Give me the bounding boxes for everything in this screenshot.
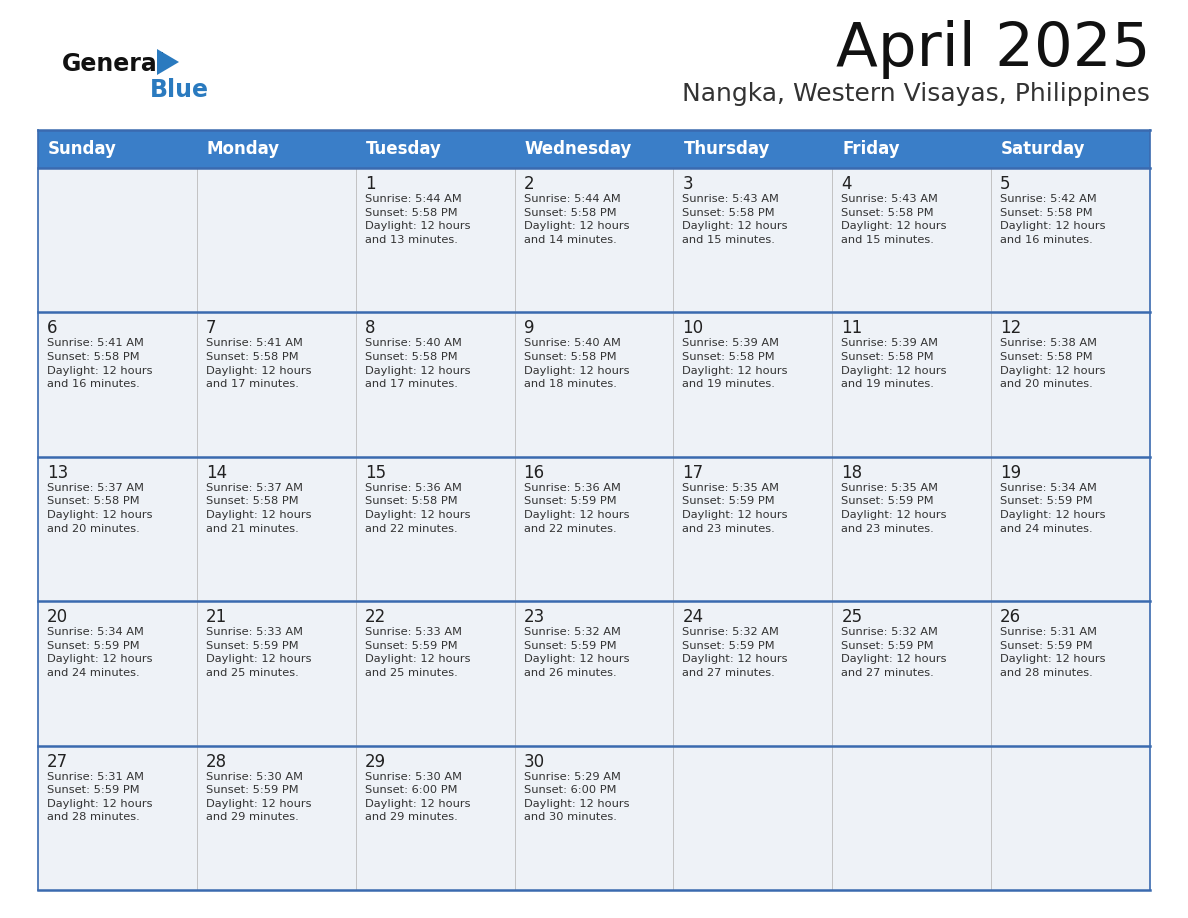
Text: Sunrise: 5:37 AM
Sunset: 5:58 PM
Daylight: 12 hours
and 20 minutes.: Sunrise: 5:37 AM Sunset: 5:58 PM Dayligh… <box>48 483 152 533</box>
Text: Friday: Friday <box>842 140 901 158</box>
Text: Sunrise: 5:29 AM
Sunset: 6:00 PM
Daylight: 12 hours
and 30 minutes.: Sunrise: 5:29 AM Sunset: 6:00 PM Dayligh… <box>524 772 630 823</box>
Text: 9: 9 <box>524 319 535 338</box>
Text: Tuesday: Tuesday <box>366 140 442 158</box>
Text: Sunrise: 5:31 AM
Sunset: 5:59 PM
Daylight: 12 hours
and 28 minutes.: Sunrise: 5:31 AM Sunset: 5:59 PM Dayligh… <box>1000 627 1106 678</box>
Text: Sunrise: 5:39 AM
Sunset: 5:58 PM
Daylight: 12 hours
and 19 minutes.: Sunrise: 5:39 AM Sunset: 5:58 PM Dayligh… <box>841 339 947 389</box>
Text: 30: 30 <box>524 753 544 770</box>
Text: 6: 6 <box>48 319 57 338</box>
Text: 19: 19 <box>1000 464 1022 482</box>
Text: Saturday: Saturday <box>1001 140 1086 158</box>
Text: Monday: Monday <box>207 140 280 158</box>
Text: 8: 8 <box>365 319 375 338</box>
Bar <box>38 312 1150 457</box>
Text: 15: 15 <box>365 464 386 482</box>
Text: Sunrise: 5:43 AM
Sunset: 5:58 PM
Daylight: 12 hours
and 15 minutes.: Sunrise: 5:43 AM Sunset: 5:58 PM Dayligh… <box>682 194 788 245</box>
Text: 25: 25 <box>841 609 862 626</box>
Text: 23: 23 <box>524 609 545 626</box>
Text: Sunrise: 5:40 AM
Sunset: 5:58 PM
Daylight: 12 hours
and 18 minutes.: Sunrise: 5:40 AM Sunset: 5:58 PM Dayligh… <box>524 339 630 389</box>
Bar <box>38 130 1150 168</box>
Text: Sunday: Sunday <box>48 140 116 158</box>
Text: 20: 20 <box>48 609 68 626</box>
Text: Sunrise: 5:32 AM
Sunset: 5:59 PM
Daylight: 12 hours
and 27 minutes.: Sunrise: 5:32 AM Sunset: 5:59 PM Dayligh… <box>682 627 788 678</box>
Text: 10: 10 <box>682 319 703 338</box>
Text: Sunrise: 5:43 AM
Sunset: 5:58 PM
Daylight: 12 hours
and 15 minutes.: Sunrise: 5:43 AM Sunset: 5:58 PM Dayligh… <box>841 194 947 245</box>
Text: 4: 4 <box>841 175 852 193</box>
Text: Sunrise: 5:41 AM
Sunset: 5:58 PM
Daylight: 12 hours
and 16 minutes.: Sunrise: 5:41 AM Sunset: 5:58 PM Dayligh… <box>48 339 152 389</box>
Text: Sunrise: 5:42 AM
Sunset: 5:58 PM
Daylight: 12 hours
and 16 minutes.: Sunrise: 5:42 AM Sunset: 5:58 PM Dayligh… <box>1000 194 1106 245</box>
Text: General: General <box>62 52 166 76</box>
Text: 27: 27 <box>48 753 68 770</box>
Text: 18: 18 <box>841 464 862 482</box>
Text: Sunrise: 5:41 AM
Sunset: 5:58 PM
Daylight: 12 hours
and 17 minutes.: Sunrise: 5:41 AM Sunset: 5:58 PM Dayligh… <box>206 339 311 389</box>
Text: Sunrise: 5:39 AM
Sunset: 5:58 PM
Daylight: 12 hours
and 19 minutes.: Sunrise: 5:39 AM Sunset: 5:58 PM Dayligh… <box>682 339 788 389</box>
Text: Sunrise: 5:37 AM
Sunset: 5:58 PM
Daylight: 12 hours
and 21 minutes.: Sunrise: 5:37 AM Sunset: 5:58 PM Dayligh… <box>206 483 311 533</box>
Text: 2: 2 <box>524 175 535 193</box>
Text: Sunrise: 5:38 AM
Sunset: 5:58 PM
Daylight: 12 hours
and 20 minutes.: Sunrise: 5:38 AM Sunset: 5:58 PM Dayligh… <box>1000 339 1106 389</box>
Text: April 2025: April 2025 <box>835 20 1150 79</box>
Text: 12: 12 <box>1000 319 1022 338</box>
Text: Sunrise: 5:34 AM
Sunset: 5:59 PM
Daylight: 12 hours
and 24 minutes.: Sunrise: 5:34 AM Sunset: 5:59 PM Dayligh… <box>1000 483 1106 533</box>
Text: Sunrise: 5:44 AM
Sunset: 5:58 PM
Daylight: 12 hours
and 14 minutes.: Sunrise: 5:44 AM Sunset: 5:58 PM Dayligh… <box>524 194 630 245</box>
Text: Sunrise: 5:44 AM
Sunset: 5:58 PM
Daylight: 12 hours
and 13 minutes.: Sunrise: 5:44 AM Sunset: 5:58 PM Dayligh… <box>365 194 470 245</box>
Text: 14: 14 <box>206 464 227 482</box>
Polygon shape <box>157 49 179 75</box>
Text: 29: 29 <box>365 753 386 770</box>
Text: 16: 16 <box>524 464 544 482</box>
Text: Sunrise: 5:33 AM
Sunset: 5:59 PM
Daylight: 12 hours
and 25 minutes.: Sunrise: 5:33 AM Sunset: 5:59 PM Dayligh… <box>365 627 470 678</box>
Text: Sunrise: 5:36 AM
Sunset: 5:59 PM
Daylight: 12 hours
and 22 minutes.: Sunrise: 5:36 AM Sunset: 5:59 PM Dayligh… <box>524 483 630 533</box>
Text: Blue: Blue <box>150 78 209 102</box>
Text: 17: 17 <box>682 464 703 482</box>
Text: 26: 26 <box>1000 609 1022 626</box>
Text: 28: 28 <box>206 753 227 770</box>
Text: Sunrise: 5:32 AM
Sunset: 5:59 PM
Daylight: 12 hours
and 27 minutes.: Sunrise: 5:32 AM Sunset: 5:59 PM Dayligh… <box>841 627 947 678</box>
Text: 5: 5 <box>1000 175 1011 193</box>
Text: 13: 13 <box>48 464 68 482</box>
Text: Sunrise: 5:35 AM
Sunset: 5:59 PM
Daylight: 12 hours
and 23 minutes.: Sunrise: 5:35 AM Sunset: 5:59 PM Dayligh… <box>841 483 947 533</box>
Text: Nangka, Western Visayas, Philippines: Nangka, Western Visayas, Philippines <box>682 82 1150 106</box>
Text: 3: 3 <box>682 175 693 193</box>
Text: Sunrise: 5:30 AM
Sunset: 6:00 PM
Daylight: 12 hours
and 29 minutes.: Sunrise: 5:30 AM Sunset: 6:00 PM Dayligh… <box>365 772 470 823</box>
Bar <box>38 745 1150 890</box>
Text: Sunrise: 5:36 AM
Sunset: 5:58 PM
Daylight: 12 hours
and 22 minutes.: Sunrise: 5:36 AM Sunset: 5:58 PM Dayligh… <box>365 483 470 533</box>
Text: Wednesday: Wednesday <box>525 140 632 158</box>
Text: Sunrise: 5:34 AM
Sunset: 5:59 PM
Daylight: 12 hours
and 24 minutes.: Sunrise: 5:34 AM Sunset: 5:59 PM Dayligh… <box>48 627 152 678</box>
Text: Thursday: Thursday <box>683 140 770 158</box>
Bar <box>38 457 1150 601</box>
Text: Sunrise: 5:33 AM
Sunset: 5:59 PM
Daylight: 12 hours
and 25 minutes.: Sunrise: 5:33 AM Sunset: 5:59 PM Dayligh… <box>206 627 311 678</box>
Text: 7: 7 <box>206 319 216 338</box>
Bar <box>38 601 1150 745</box>
Text: 22: 22 <box>365 609 386 626</box>
Bar <box>38 168 1150 312</box>
Text: Sunrise: 5:40 AM
Sunset: 5:58 PM
Daylight: 12 hours
and 17 minutes.: Sunrise: 5:40 AM Sunset: 5:58 PM Dayligh… <box>365 339 470 389</box>
Text: 24: 24 <box>682 609 703 626</box>
Text: Sunrise: 5:30 AM
Sunset: 5:59 PM
Daylight: 12 hours
and 29 minutes.: Sunrise: 5:30 AM Sunset: 5:59 PM Dayligh… <box>206 772 311 823</box>
Text: 1: 1 <box>365 175 375 193</box>
Text: Sunrise: 5:32 AM
Sunset: 5:59 PM
Daylight: 12 hours
and 26 minutes.: Sunrise: 5:32 AM Sunset: 5:59 PM Dayligh… <box>524 627 630 678</box>
Text: Sunrise: 5:31 AM
Sunset: 5:59 PM
Daylight: 12 hours
and 28 minutes.: Sunrise: 5:31 AM Sunset: 5:59 PM Dayligh… <box>48 772 152 823</box>
Text: 11: 11 <box>841 319 862 338</box>
Text: Sunrise: 5:35 AM
Sunset: 5:59 PM
Daylight: 12 hours
and 23 minutes.: Sunrise: 5:35 AM Sunset: 5:59 PM Dayligh… <box>682 483 788 533</box>
Text: 21: 21 <box>206 609 227 626</box>
